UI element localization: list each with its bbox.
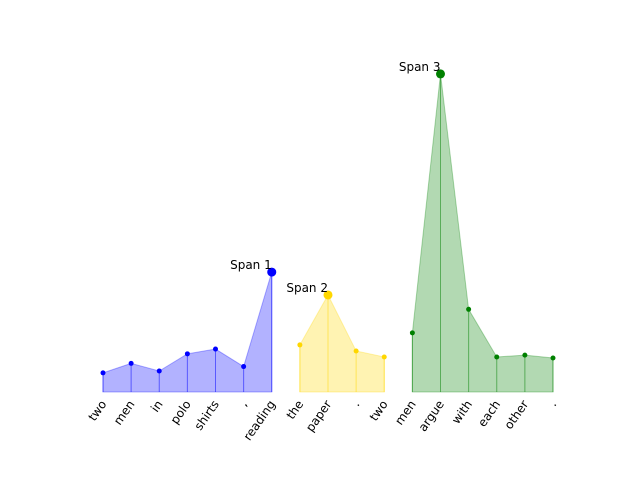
span-label: Span 2 [286, 281, 328, 295]
point [466, 306, 472, 312]
x-tick-label: . [546, 398, 560, 409]
point [184, 351, 190, 357]
x-tick-label: polo [168, 398, 194, 427]
area [299, 293, 385, 393]
point [522, 352, 528, 358]
point [353, 348, 359, 354]
x-tick-label: the [284, 398, 307, 422]
x-tick-label: in [148, 398, 166, 415]
x-tick-label: men [392, 398, 419, 428]
point [494, 354, 500, 360]
point [381, 354, 387, 360]
span-label: Span 3 [399, 60, 441, 74]
point [297, 342, 303, 348]
point [267, 267, 277, 277]
point [100, 370, 106, 376]
x-tick-label: each [475, 398, 503, 430]
point [436, 69, 445, 79]
x-tick-label: , [236, 398, 250, 409]
point [156, 368, 162, 374]
area [411, 73, 554, 393]
point [409, 330, 415, 336]
x-tick-label: two [85, 398, 109, 424]
point [241, 364, 247, 370]
x-tick-label: two [367, 398, 391, 424]
x-tick-label: shirts [192, 398, 222, 433]
x-tick-label: paper [303, 398, 335, 435]
x-tick-label: . [349, 398, 363, 409]
point [128, 360, 134, 366]
x-tick-label: with [449, 398, 475, 427]
point [213, 346, 218, 352]
point [323, 290, 333, 300]
x-tick-label: men [111, 398, 138, 428]
span-label: Span 1 [230, 258, 272, 272]
point [550, 355, 556, 361]
x-tick-label: argue [416, 398, 447, 434]
x-tick-label: other [502, 398, 532, 432]
